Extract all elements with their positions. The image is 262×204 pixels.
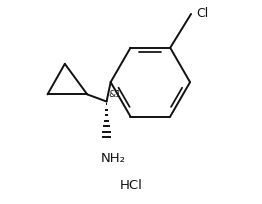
Text: Cl: Cl — [196, 7, 208, 20]
Text: &1: &1 — [108, 90, 121, 99]
Text: NH₂: NH₂ — [101, 152, 126, 165]
Text: HCl: HCl — [119, 179, 143, 192]
